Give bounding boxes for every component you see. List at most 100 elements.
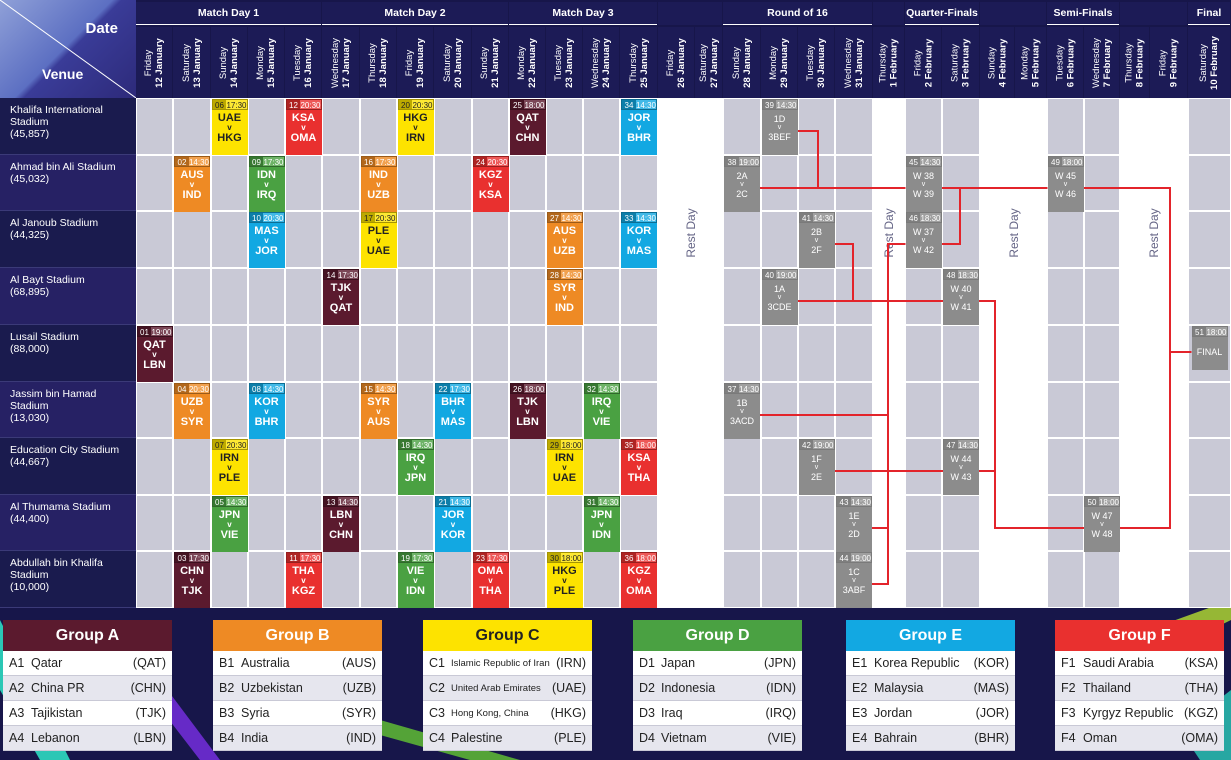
- schedule-cell: [173, 211, 211, 268]
- home-team: JPN: [218, 509, 241, 521]
- group-match-card[interactable]: 17 20:30 PLE v UAE: [360, 212, 397, 268]
- group-match-card[interactable]: 14 17:30 TJK v QAT: [323, 269, 359, 325]
- schedule-cell: [1084, 155, 1120, 211]
- away-slot: 2E: [810, 472, 822, 482]
- day-header: Sunday 4 February: [980, 27, 1014, 98]
- group-match-card[interactable]: 25 18:00 QAT v CHN: [509, 99, 546, 155]
- schedule-cell: [1084, 98, 1120, 155]
- match-header: 41 14:30: [798, 212, 835, 223]
- group-match-card[interactable]: 34 14:30 JOR v BHR: [621, 99, 657, 155]
- home-slot: 1E: [848, 511, 860, 521]
- schedule-cell: [472, 211, 509, 268]
- schedule-cell: [322, 98, 360, 155]
- away-team: LBN: [143, 359, 166, 371]
- rest-day-label: Rest Day: [683, 208, 698, 258]
- knockout-match-card[interactable]: 51 18:00 FINAL: [1191, 326, 1228, 370]
- match-body: 1F v 2E: [799, 450, 835, 482]
- group-match-card[interactable]: 28 14:30 SYR v IND: [546, 269, 583, 325]
- group-match-card[interactable]: 18 14:30 IRQ v JPN: [397, 439, 434, 495]
- schedule-cell: [1047, 98, 1084, 155]
- group-match-card[interactable]: 13 14:30 LBN v CHN: [323, 496, 359, 552]
- group-match-card[interactable]: 22 17:30 BHR v MAS: [435, 383, 471, 439]
- group-match-card[interactable]: 21 14:30 JOR v KOR: [435, 496, 471, 552]
- group-match-card[interactable]: 03 17:30 CHN v TJK: [174, 552, 210, 608]
- day-name: Thursday: [627, 42, 639, 83]
- group-match-card[interactable]: 16 17:30 IND v UZB: [360, 156, 397, 212]
- schedule-cell: [397, 155, 434, 211]
- group-match-card[interactable]: 06 17:30 UAE v HKG: [211, 99, 248, 155]
- schedule-cell: [620, 155, 658, 211]
- rest-day-label: Rest Day: [882, 208, 896, 258]
- knockout-match-card[interactable]: 46 18:30 W 37 v W 42: [905, 212, 942, 268]
- group-match-card[interactable]: 01 19:00 QAT v LBN: [136, 326, 173, 382]
- team-name: Lebanon: [31, 731, 80, 745]
- knockout-match-card[interactable]: 44 19:00 1C v 3ABF: [836, 552, 872, 608]
- schedule-cell: [509, 325, 546, 382]
- group-match-card[interactable]: 36 18:00 KGZ v OMA: [621, 552, 657, 608]
- group-match-card[interactable]: 07 20:30 IRN v PLE: [211, 439, 248, 495]
- schedule-cell: [1084, 211, 1120, 268]
- knockout-match-card[interactable]: 42 19:00 1F v 2E: [798, 439, 835, 495]
- group-match-card[interactable]: 23 17:30 OMA v THA: [472, 552, 509, 608]
- knockout-match-card[interactable]: 45 14:30 W 38 v W 39: [905, 156, 942, 212]
- team-name: Oman: [1083, 731, 1118, 745]
- knockout-match-card[interactable]: 37 14:30 1B v 3ACD: [724, 383, 760, 439]
- group-match-card[interactable]: 27 14:30 AUS v UZB: [546, 212, 583, 268]
- schedule-cell: [723, 211, 761, 268]
- group-title: Group C: [423, 620, 592, 651]
- group-match-card[interactable]: 04 20:30 UZB v SYR: [174, 383, 210, 439]
- group-match-card[interactable]: 10 20:30 MAS v JOR: [248, 212, 285, 268]
- group-match-card[interactable]: 02 14:30 AUS v IND: [174, 156, 210, 212]
- group-match-card[interactable]: 19 17:30 VIE v IDN: [397, 552, 434, 608]
- away-team: IDN: [406, 585, 425, 597]
- group-match-card[interactable]: 26 18:00 TJK v LBN: [509, 383, 546, 439]
- knockout-match-card[interactable]: 50 18:00 W 47 v W 48: [1084, 496, 1120, 552]
- versus-label: v: [636, 123, 642, 132]
- versus-label: v: [562, 236, 567, 245]
- knockout-match-card[interactable]: 49 18:00 W 45 v W 46: [1047, 156, 1084, 212]
- knockout-match-card[interactable]: 43 14:30 1E v 2D: [836, 496, 872, 552]
- knockout-match-card[interactable]: 41 14:30 2B v 2F: [798, 212, 835, 268]
- knockout-match-card[interactable]: 47 14:30 W 44 v W 43: [943, 439, 979, 495]
- knockout-match-card[interactable]: 48 18:30 W 40 v W 41: [943, 269, 979, 325]
- group-match-card[interactable]: 15 14:30 SYR v AUS: [360, 383, 397, 439]
- schedule-cell: [942, 325, 980, 382]
- day-date: 9 February: [1168, 38, 1180, 87]
- team-abbr: (KGZ): [1183, 706, 1218, 720]
- knockout-match-card[interactable]: 38 19:00 2A v 2C: [724, 156, 760, 212]
- group-match-card[interactable]: 35 18:00 KSA v THA: [621, 439, 657, 495]
- venue-capacity: (45,032): [10, 173, 50, 185]
- day-name: Thursday: [1123, 42, 1135, 83]
- group-match-card[interactable]: 30 18:00 HKG v PLE: [546, 552, 583, 608]
- knockout-match-card[interactable]: 39 14:30 1D v 3BEF: [761, 99, 798, 155]
- knockout-match-card[interactable]: 40 19:00 1A v 3CDE: [761, 269, 798, 325]
- group-match-card[interactable]: 24 20:30 KGZ v KSA: [472, 156, 509, 212]
- schedule-cell: [360, 98, 397, 155]
- group-title: Group E: [846, 620, 1015, 651]
- group-match-card[interactable]: 31 14:30 JPN v IDN: [583, 496, 620, 552]
- home-team: QAT: [143, 339, 166, 351]
- group-match-card[interactable]: 11 17:30 THA v KGZ: [285, 552, 322, 608]
- day-header-text: Tuesday 23 January: [553, 38, 575, 88]
- schedule-cell: [173, 268, 211, 325]
- schedule-cell: [322, 382, 360, 438]
- group-match-card[interactable]: 05 14:30 JPN v VIE: [211, 496, 248, 552]
- day-date: 12 January: [154, 37, 165, 88]
- match-header: 48 18:30: [943, 269, 979, 280]
- group-match-card[interactable]: 08 14:30 KOR v BHR: [248, 383, 285, 439]
- group-match-card[interactable]: 29 18:00 IRN v UAE: [546, 439, 583, 495]
- team-abbr: (MAS): [973, 681, 1009, 695]
- group-match-card[interactable]: 32 14:30 IRQ v VIE: [583, 383, 620, 439]
- versus-label: v: [264, 236, 269, 245]
- schedule-cell: [248, 495, 285, 551]
- group-match-card[interactable]: 33 14:30 KOR v MAS: [621, 212, 657, 268]
- group-match-card[interactable]: 09 17:30 IDN v IRQ: [248, 156, 285, 212]
- match-number: 37: [725, 384, 739, 394]
- versus-label: v: [777, 294, 782, 301]
- schedule-cell: [1188, 438, 1231, 495]
- group-match-card[interactable]: 12 20:30 KSA v OMA: [285, 99, 322, 155]
- home-slot: W 40: [950, 284, 972, 294]
- match-number: 04: [175, 384, 189, 394]
- group-match-card[interactable]: 20 20:30 HKG v IRN: [397, 99, 434, 155]
- day-date: 16 January: [303, 37, 314, 88]
